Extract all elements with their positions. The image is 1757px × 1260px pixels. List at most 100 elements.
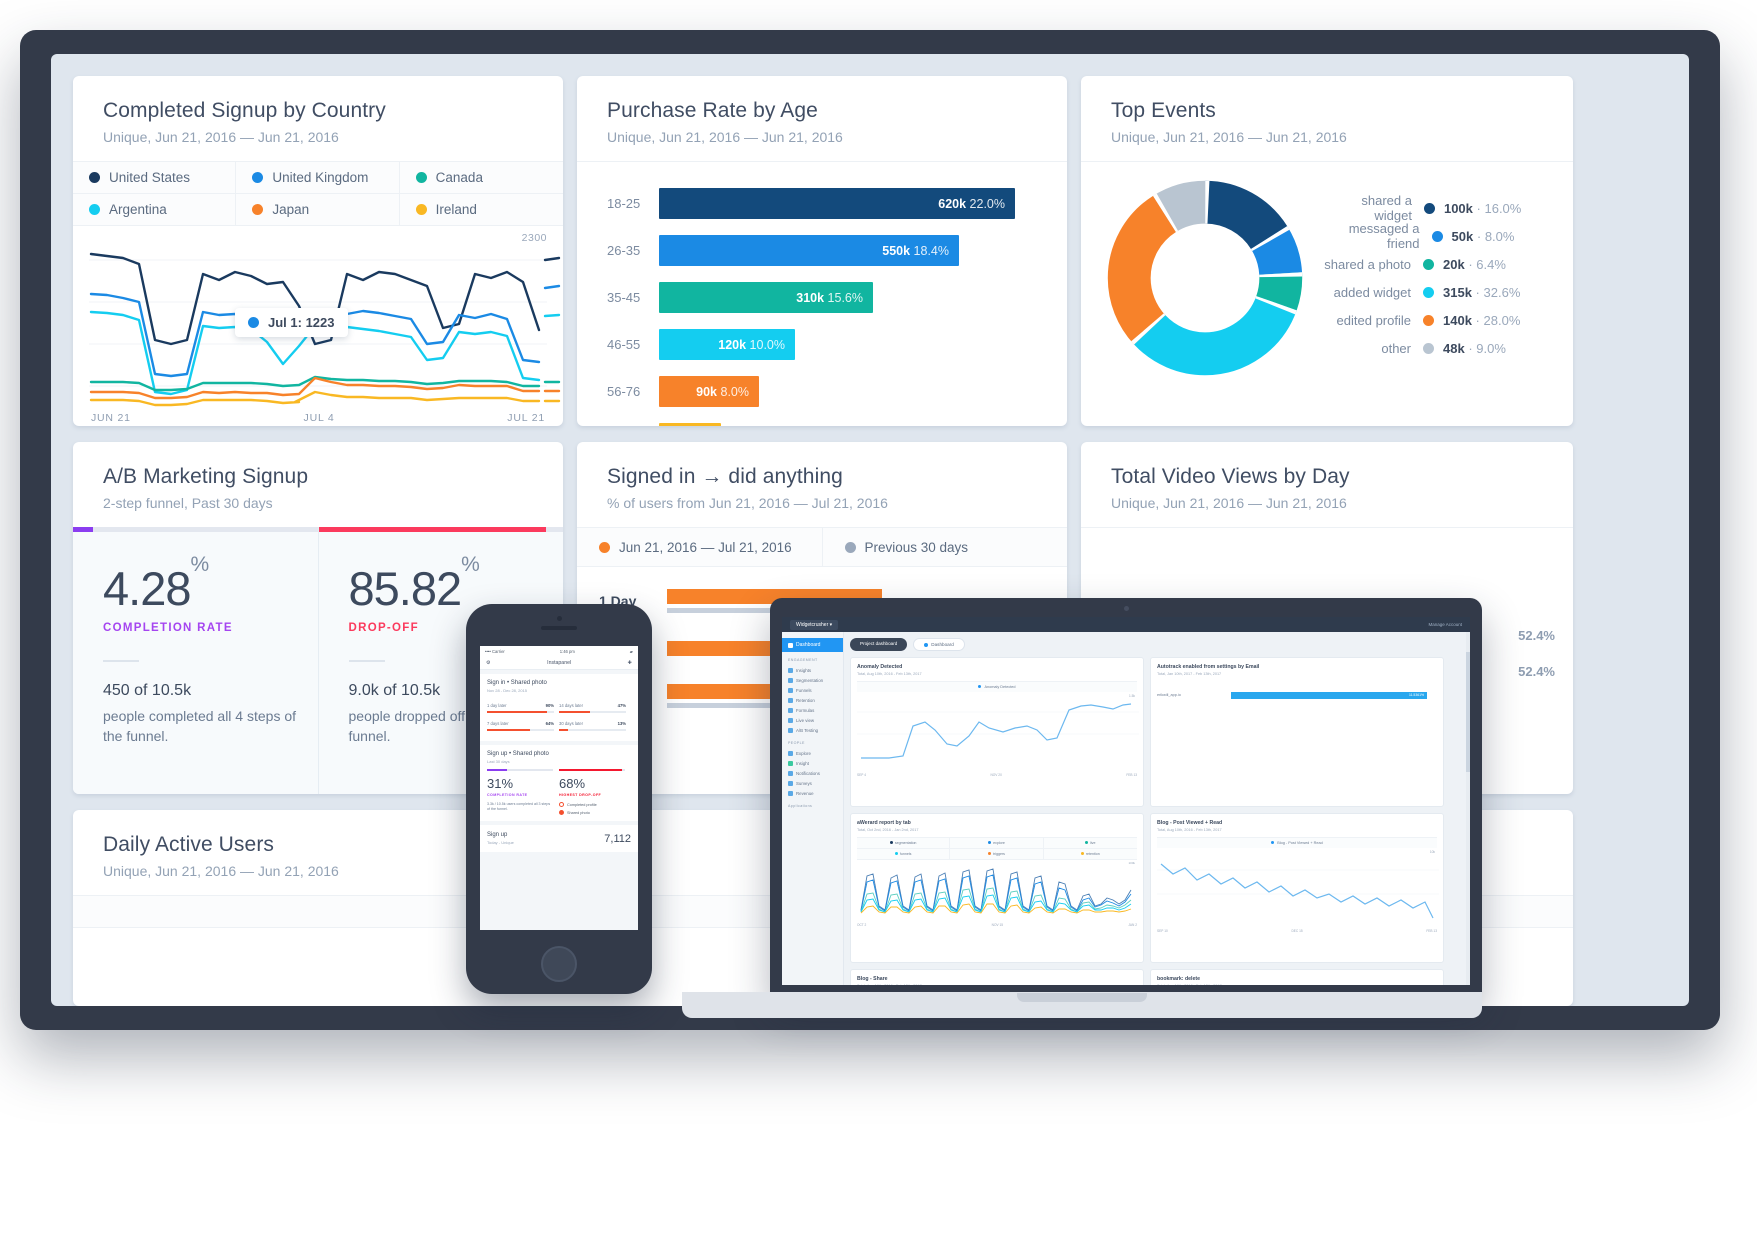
app-sidebar: Dashboard ENGAGEMENT Insights Segmentati…	[782, 632, 844, 985]
plus-icon[interactable]: ✚	[627, 659, 632, 666]
scrollbar-track[interactable]	[1466, 632, 1470, 985]
sidebar-item-segmentation[interactable]: Segmentation	[782, 675, 843, 685]
phone-card-signup-total[interactable]: Sign up Today - Unique 7,112	[480, 825, 638, 852]
retention-cell-14-days[interactable]: 14 days later 47%	[559, 699, 631, 717]
x-tick: NOV 20	[990, 772, 1002, 777]
sidebar-item-retention[interactable]: Retention	[782, 695, 843, 705]
legend-item-live[interactable]: live	[1043, 837, 1137, 849]
widget-subtitle: Total, Aug 10th, 2016 - Feb 13th, 2017	[857, 671, 922, 676]
gear-icon[interactable]: ⚙	[486, 659, 491, 666]
bar-row-56-76[interactable]: 56-76 90k 8.0%	[607, 376, 1037, 408]
report-line-svg	[860, 867, 1132, 913]
retention-cell-30-days[interactable]: 30 days later 13%	[559, 717, 631, 735]
tab-project-dashboard[interactable]: Project dashboard	[850, 638, 908, 651]
sidebar-item-label: Revenue	[796, 790, 814, 796]
phone-funnel-completion[interactable]: 31% COMPLETION RATE 3.3k / 10.5k users c…	[487, 769, 559, 815]
ab-half-completion[interactable]: 4.28% COMPLETION RATE 450 of 10.5k peopl…	[73, 527, 318, 794]
legend-label: segmentation	[894, 840, 917, 845]
sidebar-item-revenue[interactable]: Revenue	[782, 788, 843, 798]
donut-legend-item-shared-a-photo[interactable]: shared a photo 20k · 6.4%	[1321, 250, 1551, 278]
widget-legend-grid: segmentation explore live funnels trigge…	[857, 836, 1137, 860]
legend-dot-icon	[252, 204, 264, 216]
camera-icon	[556, 616, 562, 621]
dropoff-event-completed-profile[interactable]: Completed profile	[559, 802, 625, 807]
bar-row-77-86[interactable]: 77-86 45k 4.0%	[607, 423, 1037, 426]
legend-item-segmentation[interactable]: segmentation	[857, 837, 951, 849]
widget-legend[interactable]: Blog - Post Viewed + Read	[1157, 836, 1437, 848]
sidebar-item-explore[interactable]: Explore	[782, 748, 843, 758]
legend-item-canada[interactable]: Canada	[399, 162, 563, 195]
card-subtitle: % of users from Jun 21, 2016 — Jul 21, 2…	[607, 495, 888, 512]
dropoff-event-shared-photo[interactable]: Shared photo	[559, 810, 625, 815]
sidebar-item-insights[interactable]: Insights	[782, 665, 843, 675]
segment-previous[interactable]: Previous 30 days	[821, 528, 1068, 567]
widget-blog-post-viewed-read[interactable]: Blog - Post Viewed + Read Total, Aug 10t…	[1150, 813, 1444, 963]
sidebar-item-funnels[interactable]: Funnels	[782, 685, 843, 695]
scrollbar-thumb[interactable]	[1466, 652, 1470, 772]
widget-autotrack-enabled[interactable]: Autotrack enabled from settings by Email…	[1150, 657, 1444, 807]
phone-nav-title[interactable]: Instapanel	[547, 659, 572, 666]
bar-row-18-25[interactable]: 18-25 620k 22.0%	[607, 188, 1037, 220]
legend-item-funnels[interactable]: funnels	[857, 848, 951, 860]
legend-item-ireland[interactable]: Ireland	[399, 194, 563, 227]
widget-blog-share[interactable]: Blog - Share Total, Aug 10th, 2016 - Feb…	[850, 969, 1144, 985]
retention-cell-1-day[interactable]: 1 day later 90%	[487, 699, 559, 717]
donut-legend-item-added-widget[interactable]: added widget 315k · 32.6%	[1321, 278, 1551, 306]
widget-bookmark-delete[interactable]: bookmark: delete Total, Aug 10th, 2016 -…	[1150, 969, 1444, 985]
legend-item-japan[interactable]: Japan	[236, 194, 400, 227]
sidebar-item-live-view[interactable]: Live view	[782, 715, 843, 725]
legend-label: Anomaly Detected	[984, 684, 1016, 689]
widget-report-by-tab[interactable]: aWerard report by tab Total, Oct 2nd, 20…	[850, 813, 1144, 963]
phone-card-retention[interactable]: Sign in • Shared photo Nov 28 - Dec 28, …	[480, 674, 638, 741]
donut-legend-item-edited-profile[interactable]: edited profile 140k · 28.0%	[1321, 306, 1551, 334]
sidebar-item-surveys[interactable]: Surveys	[782, 778, 843, 788]
card-completed-signup-by-country[interactable]: Completed Signup by Country Unique, Jun …	[73, 76, 563, 426]
card-title: A/B Marketing Signup	[103, 465, 309, 488]
retention-row-3[interactable]	[577, 684, 1067, 709]
sidebar-item-label: Insight	[796, 760, 809, 766]
sidebar-item-label: A/B Testing	[796, 727, 819, 733]
sidebar-item-dashboard[interactable]: Dashboard	[782, 638, 843, 652]
sidebar-item-ab-testing[interactable]: A/B Testing	[782, 725, 843, 735]
legend-label: shared a photo	[1324, 256, 1411, 272]
card-top-events[interactable]: Top Events Unique, Jun 21, 2016 — Jun 21…	[1081, 76, 1573, 426]
segment-current[interactable]: Jun 21, 2016 — Jul 21, 2016	[577, 528, 822, 566]
carrier-label: •••• Carrier	[485, 648, 505, 654]
project-switcher[interactable]: Widgetcrusher ▾	[790, 619, 839, 630]
widget-anomaly-detected[interactable]: Anomaly Detected Total, Aug 10th, 2016 -…	[850, 657, 1144, 807]
legend-label: Canada	[435, 170, 483, 186]
clock-label: 1:46 pm	[559, 648, 575, 654]
progress-track	[487, 769, 553, 771]
bar-row-46-55[interactable]: 46-55 120k 10.0%	[607, 329, 1037, 361]
line-chart-signup[interactable]: 2300	[73, 226, 563, 426]
donut-legend-item-messaged-a-friend[interactable]: messaged a friend 50k · 8.0%	[1321, 221, 1551, 251]
y-axis-max-label: 2300	[521, 232, 547, 245]
autotrack-row: erikwill_app.io 11.5361%	[1157, 691, 1437, 699]
phone-card-funnel[interactable]: Sign up • Shared photo Last 30 days 31% …	[480, 745, 638, 821]
phone-funnel-dropoff[interactable]: 68% HIGHEST DROP-OFF Completed profile S…	[559, 769, 631, 815]
legend-item-explore[interactable]: explore	[950, 837, 1044, 849]
legend-item-argentina[interactable]: Argentina	[73, 194, 237, 227]
legend-dot-icon	[988, 841, 992, 844]
account-menu[interactable]: Manage Account	[1428, 622, 1462, 627]
card-purchase-rate-by-age[interactable]: Purchase Rate by Age Unique, Jun 21, 201…	[577, 76, 1067, 426]
bar-row-35-45[interactable]: 35-45 310k 15.6%	[607, 282, 1037, 314]
donut-legend-item-other[interactable]: other 48k · 9.0%	[1321, 334, 1551, 362]
widget-legend[interactable]: Anomaly Detected	[857, 680, 1137, 692]
sidebar-item-label: Surveys	[796, 780, 812, 786]
tab-dashboard[interactable]: Dashboard	[913, 638, 965, 651]
legend-item-retention[interactable]: retention	[1043, 848, 1137, 860]
donut-legend-item-shared-a-widget[interactable]: shared a widget 100k · 16.0%	[1321, 193, 1551, 223]
legend-value: 315k · 32.6%	[1443, 284, 1521, 300]
legend-item-united-states[interactable]: United States	[73, 162, 237, 195]
sidebar-item-formulas[interactable]: Formulas	[782, 705, 843, 715]
sidebar-item-notifications[interactable]: Notifications	[782, 768, 843, 778]
legend-item-united-kingdom[interactable]: United Kingdom	[236, 162, 400, 195]
donut-svg[interactable]	[1105, 178, 1305, 378]
bar-row-26-35[interactable]: 26-35 550k 18.4%	[607, 235, 1037, 267]
sidebar-item-insight[interactable]: Insight	[782, 758, 843, 768]
legend-item-triggers[interactable]: triggers	[950, 848, 1044, 860]
home-button[interactable]	[541, 946, 577, 982]
retention-cell-7-days[interactable]: 7 days later 64%	[487, 717, 559, 735]
